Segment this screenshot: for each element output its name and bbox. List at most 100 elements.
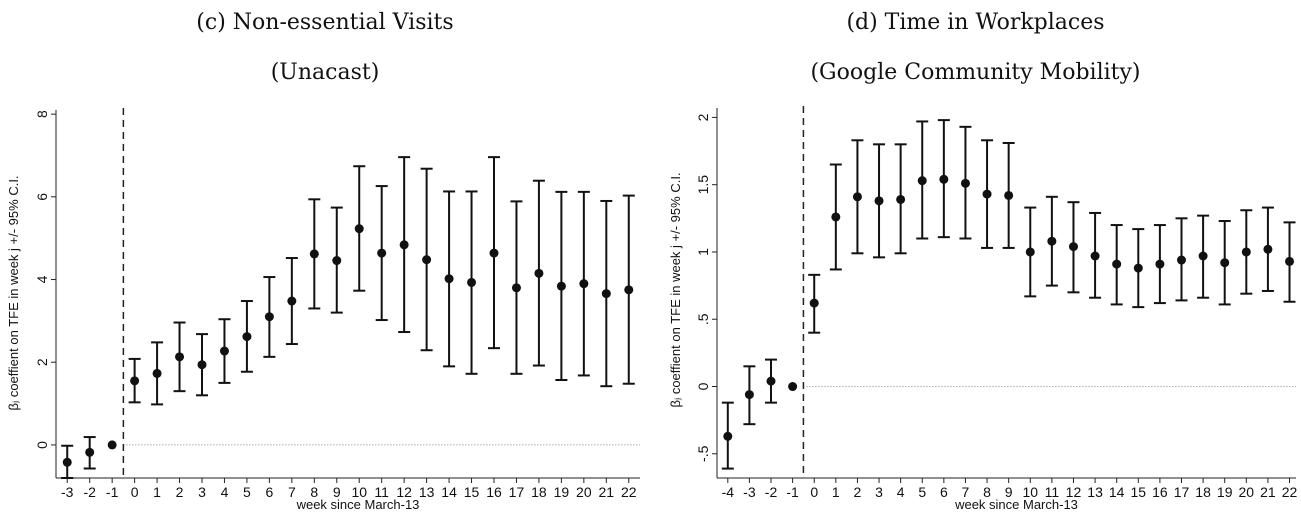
x-tick-label: 17 — [509, 484, 525, 500]
x-tick-label: 20 — [576, 484, 592, 500]
x-tick-label: 15 — [1130, 484, 1146, 500]
panel-right: (d) Time in Workplaces (Google Community… — [650, 0, 1301, 515]
data-point — [377, 248, 387, 258]
chart-time-in-workplaces: -.50.511.52-4 -3 -2 -1 0 1 2 3 4 5 6 7 8 9 10 11 12 13 14 1… — [668, 106, 1298, 512]
x-tick-label: 22 — [1282, 484, 1298, 500]
x-tick-label: 19 — [554, 484, 570, 500]
data-point — [1025, 247, 1035, 257]
x-tick-label: 11 — [374, 484, 389, 500]
x-tick-label: 8 — [983, 484, 991, 500]
x-tick-label: -3 — [61, 484, 74, 500]
x-tick-label: 22 — [621, 484, 637, 500]
x-tick-label: 18 — [531, 484, 547, 500]
x-tick-label: 12 — [396, 484, 412, 500]
data-point — [809, 298, 819, 308]
panel-subtitle: (Unacast) — [270, 60, 380, 85]
data-point — [130, 376, 140, 386]
x-tick-label: 0 — [131, 484, 139, 500]
x-tick-label: 6 — [940, 484, 948, 500]
data-point — [534, 268, 544, 278]
data-point — [152, 368, 162, 378]
x-tick-label: 3 — [198, 484, 206, 500]
x-tick-label: 10 — [1022, 484, 1038, 500]
data-point — [744, 390, 754, 400]
data-point — [489, 248, 499, 258]
x-tick-label: -1 — [786, 484, 799, 500]
data-point — [197, 360, 207, 370]
data-point — [1112, 259, 1122, 269]
data-point — [624, 285, 634, 295]
data-point — [723, 431, 733, 441]
x-tick-label: -2 — [83, 484, 96, 500]
x-tick-label: 20 — [1239, 484, 1255, 500]
data-point — [939, 174, 949, 184]
panel-title: (c) Non-essential Visits — [196, 10, 454, 35]
data-point — [874, 196, 884, 206]
x-tick-label: 7 — [962, 484, 970, 500]
x-tick-label: 14 — [1109, 484, 1125, 500]
data-point — [1241, 247, 1251, 257]
data-point — [422, 255, 432, 265]
data-point — [107, 440, 117, 450]
y-tick-label: 1 — [695, 248, 711, 256]
x-tick-label: 5 — [918, 484, 926, 500]
x-tick-label: -4 — [722, 484, 735, 500]
x-tick-label: 5 — [243, 484, 251, 500]
x-tick-label: 8 — [310, 484, 318, 500]
y-axis-title: βⱼ coeffient on TFE in week j +/- 95% C.… — [6, 175, 21, 410]
data-point — [1285, 256, 1295, 266]
y-tick-label: 2 — [695, 113, 711, 121]
x-tick-label: 21 — [1260, 484, 1276, 500]
data-point — [1155, 259, 1165, 269]
data-point — [766, 376, 776, 386]
data-point — [219, 346, 229, 356]
data-point — [579, 279, 589, 289]
y-tick-label: 0 — [34, 441, 50, 449]
data-point — [917, 176, 927, 186]
data-point — [788, 382, 798, 392]
data-point — [1004, 190, 1014, 200]
data-point — [601, 289, 611, 299]
x-tick-label: 16 — [486, 484, 502, 500]
data-point — [831, 212, 841, 222]
data-point — [960, 178, 970, 188]
x-tick-label: -3 — [743, 484, 756, 500]
data-point — [467, 277, 477, 287]
data-point — [85, 447, 95, 457]
data-point — [982, 189, 992, 199]
x-tick-label: 14 — [441, 484, 457, 500]
data-point — [399, 240, 409, 250]
data-point — [852, 192, 862, 202]
x-tick-label: 1 — [153, 484, 161, 500]
y-tick-label: 8 — [34, 110, 50, 118]
data-point — [1220, 258, 1230, 268]
data-point — [175, 352, 185, 362]
y-tick-label: -.5 — [695, 445, 711, 462]
x-tick-label: 9 — [1005, 484, 1013, 500]
y-tick-label: 4 — [34, 275, 50, 283]
x-tick-label: 0 — [810, 484, 818, 500]
x-tick-label: 7 — [288, 484, 296, 500]
data-point — [1198, 251, 1208, 261]
data-point — [1133, 263, 1143, 273]
data-point — [62, 457, 72, 467]
y-tick-label: 2 — [34, 358, 50, 366]
x-tick-label: -2 — [765, 484, 778, 500]
x-tick-label: 15 — [464, 484, 480, 500]
data-point — [1047, 236, 1057, 246]
x-tick-label: 1 — [832, 484, 840, 500]
x-tick-label: 9 — [333, 484, 341, 500]
y-tick-label: 1.5 — [695, 175, 711, 195]
x-tick-label: 21 — [599, 484, 615, 500]
y-tick-label: 6 — [34, 193, 50, 201]
x-tick-label: 6 — [265, 484, 273, 500]
x-tick-label: 3 — [875, 484, 883, 500]
y-tick-label: 0 — [695, 382, 711, 390]
data-point — [896, 194, 906, 204]
y-tick-label: .5 — [695, 313, 711, 325]
x-tick-label: 12 — [1066, 484, 1082, 500]
x-tick-label: 4 — [897, 484, 905, 500]
x-tick-label: 4 — [221, 484, 229, 500]
x-tick-label: 10 — [351, 484, 367, 500]
